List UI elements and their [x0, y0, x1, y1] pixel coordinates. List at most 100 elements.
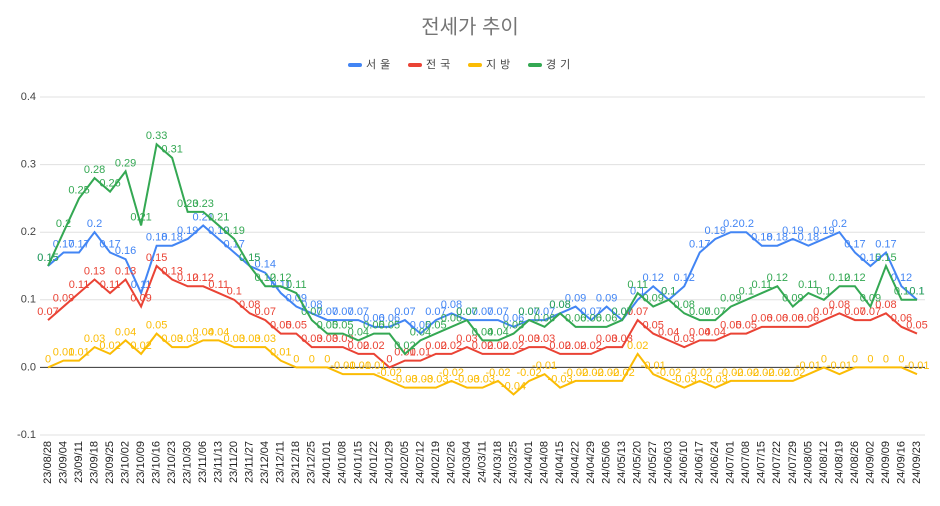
x-tick-label: 24/05/20: [632, 441, 644, 484]
data-label: 0: [386, 353, 392, 365]
data-label: 0.03: [456, 333, 477, 345]
data-label: 0.02: [394, 340, 415, 352]
data-label: 0.07: [456, 306, 477, 318]
data-label: 0: [293, 353, 299, 365]
legend-label: 서울: [366, 58, 394, 71]
x-tick-label: 23/10/02: [119, 441, 131, 484]
x-tick-label: 24/05/06: [601, 441, 613, 484]
data-label: 0.07: [580, 306, 601, 318]
data-label: 0.06: [596, 313, 617, 325]
data-label: 0.19: [224, 225, 245, 237]
data-label: 0.07: [705, 306, 726, 318]
data-label: 0.04: [208, 326, 229, 338]
data-label: -0.01: [641, 360, 666, 372]
x-tick-label: 24/07/08: [740, 441, 752, 484]
data-label: 0.21: [130, 211, 151, 223]
data-label: 0.09: [565, 292, 586, 304]
x-tick-label: 23/12/25: [306, 441, 318, 484]
data-label: 0: [45, 353, 51, 365]
data-label: 0.19: [208, 225, 229, 237]
data-label: 0.03: [177, 333, 198, 345]
data-label: 0.07: [611, 306, 632, 318]
data-label: 0.07: [425, 306, 446, 318]
data-label: 0.05: [906, 320, 927, 332]
data-label: 0.07: [487, 306, 508, 318]
data-label: 0.17: [99, 238, 120, 250]
data-label: -0.03: [672, 374, 697, 386]
x-tick-label: 24/04/15: [554, 441, 566, 484]
data-label: 0.07: [37, 306, 58, 318]
x-tick-label: 24/01/15: [352, 441, 364, 484]
data-label: 0.1: [227, 286, 242, 298]
data-label: 0.2: [87, 218, 102, 230]
data-label: 0: [324, 353, 330, 365]
data-label: 0.08: [549, 299, 570, 311]
data-label: 0.06: [580, 313, 601, 325]
data-label: 0.01: [410, 347, 431, 359]
x-tick-label: 24/03/04: [461, 441, 473, 484]
data-label: 0.09: [720, 292, 741, 304]
legend-label: 지방: [486, 58, 514, 71]
x-tick-label: 24/02/19: [430, 441, 442, 484]
data-label: 0.07: [844, 306, 865, 318]
data-label: 0.05: [317, 320, 338, 332]
data-label: 0.09: [860, 292, 881, 304]
data-label: 0.02: [565, 340, 586, 352]
data-label: 0.12: [255, 272, 276, 284]
data-label: 0: [867, 353, 873, 365]
data-label: 0.04: [115, 326, 136, 338]
data-label: 0.05: [146, 320, 167, 332]
x-tick-label: 24/08/12: [818, 441, 830, 484]
data-label: 0.23: [177, 198, 198, 210]
data-label: 0.02: [99, 340, 120, 352]
x-tick-label: 23/12/18: [290, 441, 302, 484]
data-label: 0.05: [286, 320, 307, 332]
x-tick-label: 24/06/03: [663, 441, 675, 484]
data-label: 0.05: [270, 320, 291, 332]
data-label: 0.26: [99, 178, 120, 190]
x-tick-label: 24/02/26: [445, 441, 457, 484]
legend-label: 전국: [426, 58, 454, 71]
data-label: -0.01: [346, 360, 371, 372]
data-label: 0.2: [739, 218, 754, 230]
data-label: 0.31: [161, 144, 182, 156]
x-tick-label: 23/08/28: [42, 441, 54, 484]
data-label: 0.16: [115, 245, 136, 257]
data-label: 0.1: [894, 286, 909, 298]
x-tick-label: 24/08/26: [849, 441, 861, 484]
data-label: 0.02: [130, 340, 151, 352]
data-label: 0.18: [751, 232, 772, 244]
data-label: 0.03: [161, 333, 182, 345]
data-label: 0.03: [518, 333, 539, 345]
data-label: 0.06: [379, 313, 400, 325]
data-label: 0.06: [798, 313, 819, 325]
data-label: -0.03: [470, 374, 495, 386]
x-tick-label: 23/11/27: [244, 441, 256, 483]
data-label: 0.15: [875, 252, 896, 264]
x-tick-label: 24/03/18: [492, 441, 504, 484]
data-label: -0.02: [377, 367, 402, 379]
data-label: -0.02: [594, 367, 619, 379]
data-label: 0.02: [487, 340, 508, 352]
data-label: 0.08: [301, 299, 322, 311]
data-label: 0.07: [317, 306, 338, 318]
data-label: 0.11: [752, 279, 773, 291]
x-tick-label: 23/11/13: [213, 441, 225, 483]
data-label: 0.17: [689, 238, 710, 250]
data-label: -0.01: [827, 360, 852, 372]
data-label: 0.08: [674, 299, 695, 311]
data-label: 0.09: [53, 292, 74, 304]
legend-item: 서울: [348, 58, 394, 71]
x-tick-label: 23/11/20: [228, 441, 240, 483]
data-label: 0.23: [192, 198, 213, 210]
data-label: 0.1: [909, 286, 924, 298]
x-tick-label: 23/10/30: [182, 441, 194, 484]
data-label: 0.06: [503, 313, 524, 325]
data-label: 0: [883, 353, 889, 365]
data-label: -0.01: [532, 360, 557, 372]
data-label: 0.12: [767, 272, 788, 284]
data-label: 0.11: [69, 279, 90, 291]
data-label: 0.01: [270, 347, 291, 359]
data-label: 0.21: [208, 211, 229, 223]
data-label: 0.01: [53, 347, 74, 359]
